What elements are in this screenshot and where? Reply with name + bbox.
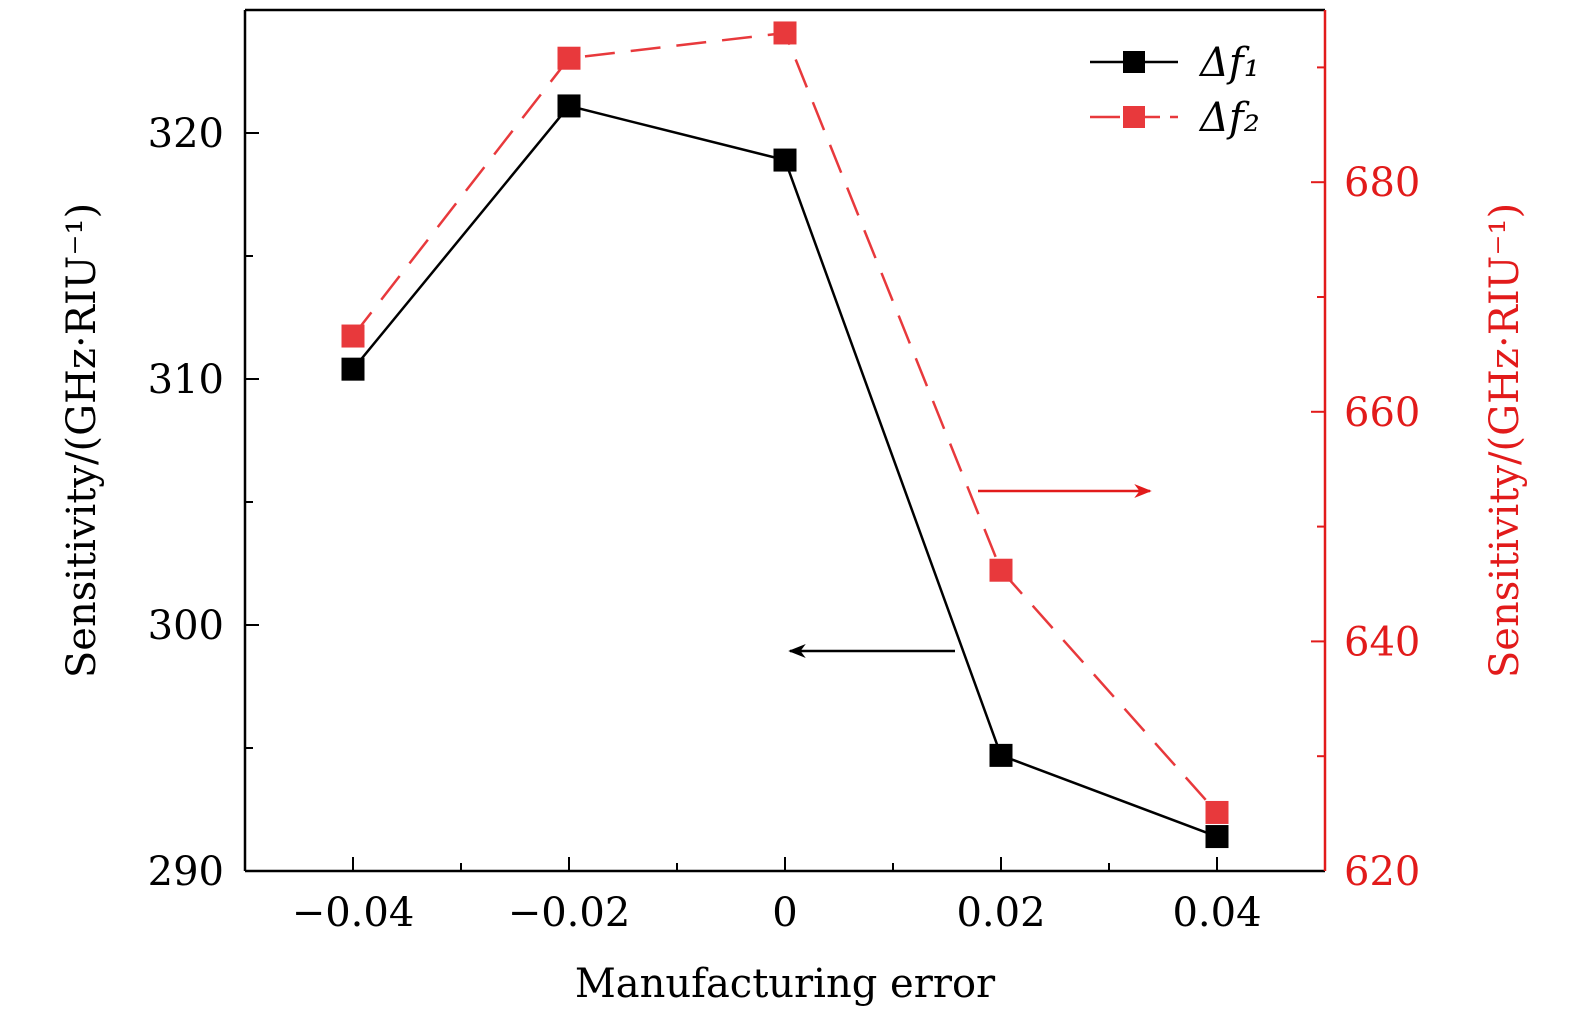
series-1-point (989, 743, 1013, 767)
y-left-axis-title: Sensitivity/(GHz·RIU⁻¹) (59, 203, 105, 678)
legend-label-1: Δf₁ (1198, 40, 1260, 86)
y-right-tick-label: 620 (1344, 849, 1420, 895)
x-axis-title: Manufacturing error (575, 961, 996, 1007)
x-tick-label: 0 (772, 890, 797, 936)
y-right-tick-label: 680 (1344, 160, 1420, 206)
x-tick-label: 0.02 (956, 890, 1045, 936)
x-tick-label: −0.02 (508, 890, 631, 936)
legend-marker-1 (1123, 51, 1145, 73)
series-2-point (1205, 800, 1229, 824)
series-layer (341, 21, 1229, 849)
y-left-tick-label: 310 (148, 357, 224, 403)
series-2-point (557, 46, 581, 70)
series-line-1 (352, 104, 1218, 838)
legend: Δf₁ Δf₂ (1090, 40, 1260, 141)
y-right-tick-label: 660 (1344, 390, 1420, 436)
series-2-point (341, 324, 365, 348)
y-right-axis-title: Sensitivity/(GHz·RIU⁻¹) (1482, 203, 1528, 678)
series-1-point (341, 357, 365, 381)
series-2-point (989, 558, 1013, 582)
annotations (788, 484, 1152, 658)
series-1-point (1205, 825, 1229, 849)
y-left-tick-label: 290 (148, 849, 224, 895)
x-tick-label: −0.04 (292, 890, 415, 936)
legend-label-2: Δf₂ (1198, 95, 1260, 141)
series-1-point (773, 148, 797, 172)
axes: −0.04 −0.02 0 0.02 0.04 290 300 310 320 620 640 660… (59, 8, 1528, 1007)
legend-marker-2 (1123, 106, 1145, 128)
series-1-point (557, 94, 581, 118)
y-right-tick-label: 640 (1344, 619, 1420, 665)
x-tick-label: 0.04 (1172, 890, 1261, 936)
y-left-tick-label: 320 (148, 111, 224, 157)
y-left-tick-label: 300 (148, 603, 224, 649)
series-2-point (773, 21, 797, 45)
